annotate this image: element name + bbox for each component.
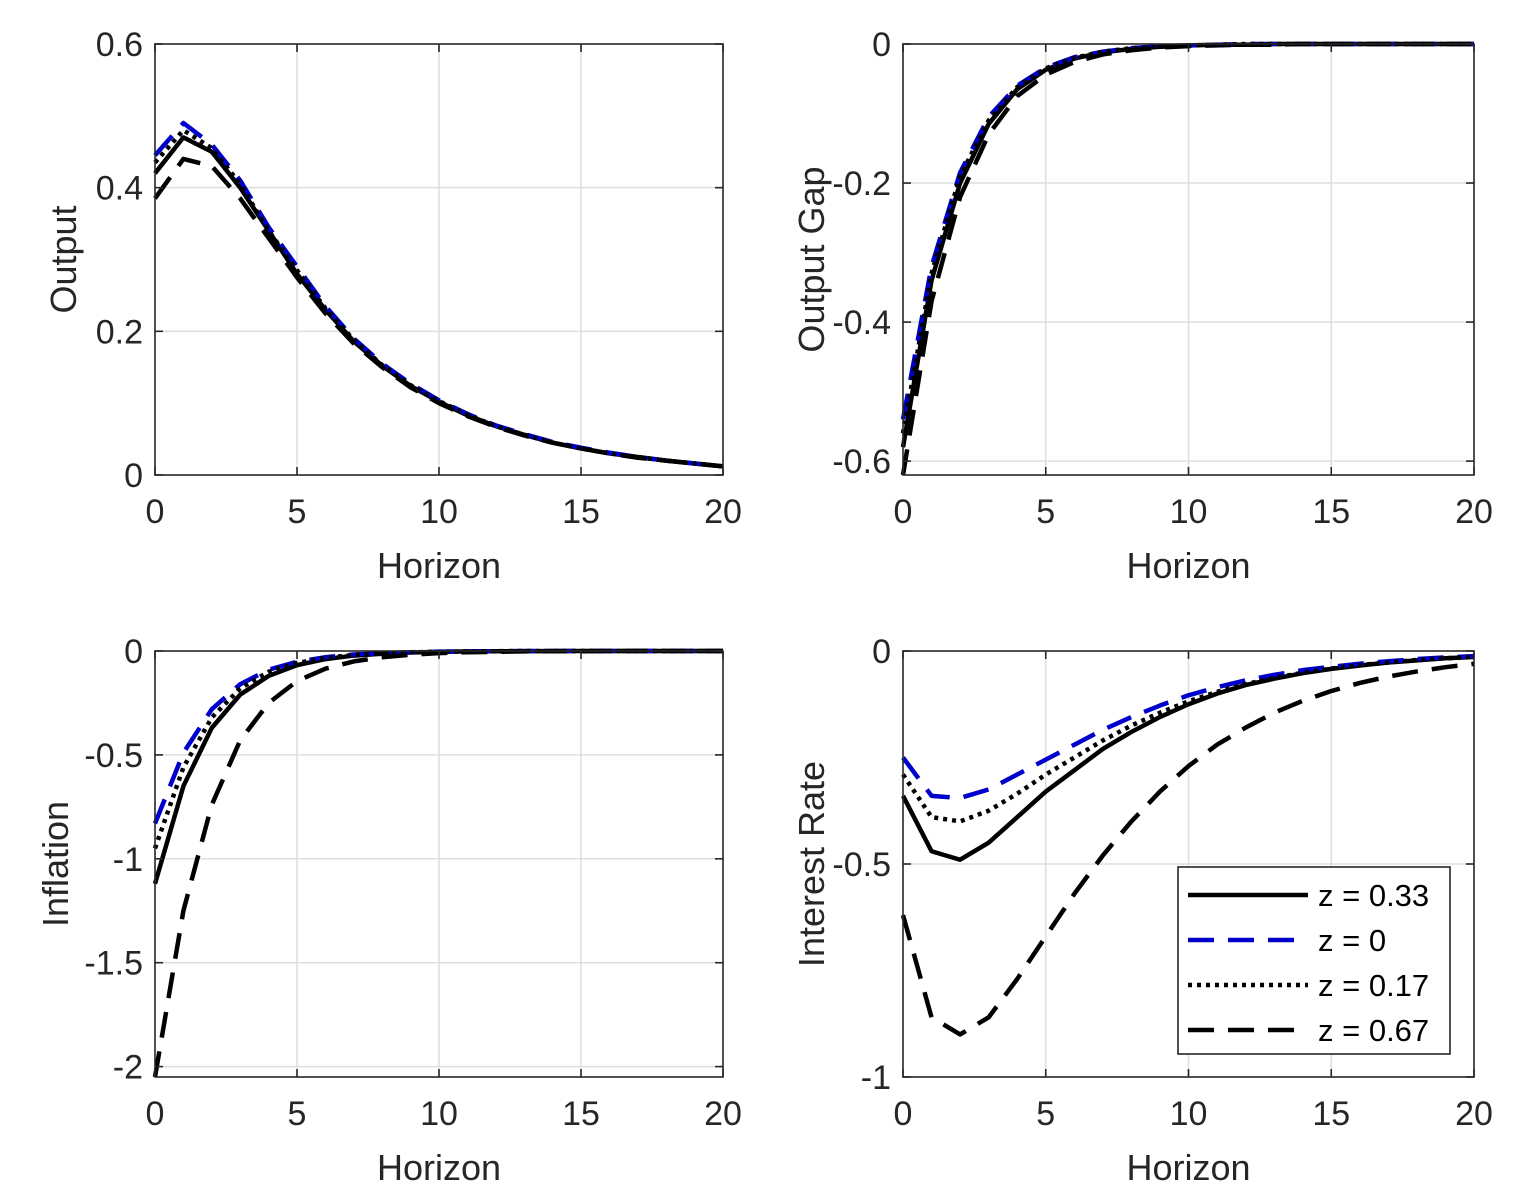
x-tick-label: 20 <box>704 1095 742 1133</box>
x-tick-label: 0 <box>894 1095 913 1133</box>
y-tick-label: -0.5 <box>84 737 143 775</box>
series-line-z-0-67 <box>900 661 1475 1037</box>
x-tick-label: 10 <box>420 493 458 531</box>
y-axis-label: Inflation <box>35 801 76 927</box>
x-tick-label: 20 <box>1455 493 1493 531</box>
x-tick-label: 20 <box>704 493 742 531</box>
legend-entry-z-0-67: z = 0.67 <box>1318 1013 1429 1048</box>
y-tick-label: -0.6 <box>832 443 891 481</box>
series-line-z-0-67 <box>153 156 724 469</box>
y-tick-label: -1 <box>113 841 143 879</box>
x-tick-label: 15 <box>1312 1095 1350 1133</box>
y-tick-label: 0 <box>872 26 891 64</box>
x-axis-label: Horizon <box>377 545 501 586</box>
y-axis-label: Output Gap <box>791 166 832 352</box>
x-tick-label: 15 <box>562 1095 600 1133</box>
x-tick-label: 15 <box>1312 493 1350 531</box>
output-panel: 0 5 10 15 20 0 0.2 0.4 0.6 Horizon Output <box>43 26 742 586</box>
y-tick-label: -0.5 <box>832 846 891 884</box>
y-tick-label: 0.2 <box>96 313 143 351</box>
x-tick-label: 20 <box>1455 1095 1493 1133</box>
interest-rate-panel: 0 5 10 15 20 -1 -0.5 0 Horizon Interest Rate z = 0… <box>791 633 1493 1188</box>
y-tick-label: -0.2 <box>832 165 891 203</box>
x-tick-label: 5 <box>288 1095 307 1133</box>
y-axis-label: Interest Rate <box>791 761 832 967</box>
y-axis-label: Output <box>43 205 84 313</box>
x-tick-label: 10 <box>1170 493 1208 531</box>
x-tick-label: 15 <box>562 493 600 531</box>
y-tick-label: -1 <box>861 1059 891 1097</box>
y-tick-label: 0 <box>124 633 143 671</box>
x-axis-label: Horizon <box>377 1147 501 1188</box>
x-tick-label: 10 <box>420 1095 458 1133</box>
y-tick-label: 0.4 <box>96 170 143 208</box>
x-tick-label: 5 <box>288 493 307 531</box>
y-tick-label: 0 <box>124 457 143 495</box>
x-axis-label: Horizon <box>1126 545 1250 586</box>
output-gap-panel: 0 5 10 15 20 -0.6 -0.4 -0.2 0 Horizon Output Gap <box>791 26 1493 586</box>
inflation-panel: 0 5 10 15 20 -2 -1.5 -1 -0.5 0 Horizon Inflation <box>35 633 742 1188</box>
y-tick-label: 0.6 <box>96 26 143 64</box>
x-tick-label: 5 <box>1036 1095 1055 1133</box>
y-tick-label: -1.5 <box>84 945 143 983</box>
x-tick-label: 10 <box>1170 1095 1208 1133</box>
x-axis-label: Horizon <box>1126 1147 1250 1188</box>
legend: z = 0.33 z = 0 z = 0.17 z = 0.67 <box>1177 866 1451 1055</box>
series-line-z-0-17 <box>901 654 1475 824</box>
legend-entry-z-0-33: z = 0.33 <box>1318 878 1429 913</box>
x-tick-label: 0 <box>146 493 165 531</box>
legend-entry-z-0: z = 0 <box>1318 923 1386 958</box>
legend-box <box>1177 866 1451 1055</box>
x-tick-label: 5 <box>1036 493 1055 531</box>
x-tick-label: 0 <box>894 493 913 531</box>
y-tick-label: -0.4 <box>832 304 891 342</box>
y-tick-label: -2 <box>113 1049 143 1087</box>
y-tick-label: 0 <box>872 633 891 671</box>
legend-entry-z-0-17: z = 0.17 <box>1318 968 1429 1003</box>
x-tick-label: 0 <box>146 1095 165 1133</box>
